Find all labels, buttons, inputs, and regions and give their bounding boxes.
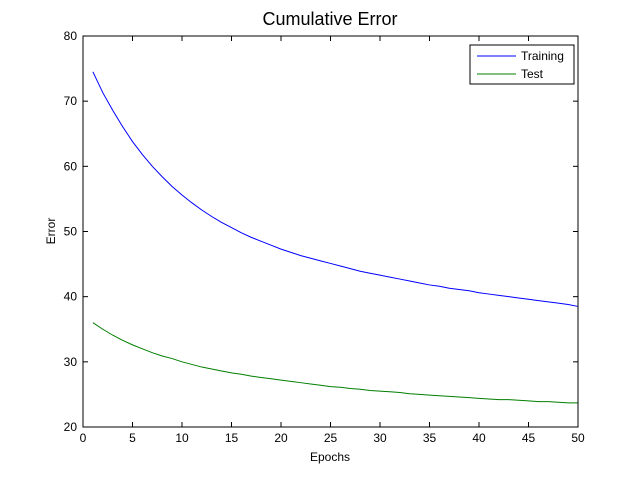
y-tick-label: 60 — [64, 159, 78, 173]
y-tick-label: 30 — [64, 355, 78, 369]
y-tick-label: 40 — [64, 290, 78, 304]
x-tick-label: 10 — [175, 431, 189, 445]
chart-title: Cumulative Error — [262, 9, 397, 29]
x-tick-label: 0 — [80, 431, 87, 445]
series-layer — [92, 71, 579, 404]
x-tick-label: 15 — [225, 431, 239, 445]
y-tick-label: 20 — [64, 420, 78, 434]
legend-label-test: Test — [521, 67, 544, 81]
legend-box — [469, 44, 575, 85]
x-tick-label: 35 — [423, 431, 437, 445]
plot-frame — [82, 35, 579, 428]
y-tick-label: 50 — [64, 225, 78, 239]
x-tick-label: 40 — [472, 431, 486, 445]
x-tick-label: 5 — [129, 431, 136, 445]
plot-area — [83, 36, 578, 427]
y-tick-label: 70 — [64, 94, 78, 108]
x-tick-label: 50 — [571, 431, 585, 445]
series-line-test — [92, 322, 578, 404]
legend: Training Test — [469, 44, 575, 85]
y-tick-label: 80 — [64, 29, 78, 43]
x-tick-label: 20 — [274, 431, 288, 445]
ticks-layer: 0 5 10 15 20 25 30 35 40 45 50 20 30 40 50 60 70 80 — [64, 29, 585, 445]
x-tick-label: 30 — [373, 431, 387, 445]
x-tick-label: 45 — [522, 431, 536, 445]
legend-label-training: Training — [521, 49, 564, 63]
x-tick-label: 25 — [324, 431, 338, 445]
x-axis-label: Epochs — [310, 450, 350, 464]
y-axis-label: Error — [44, 218, 58, 245]
series-line-training — [92, 71, 579, 307]
